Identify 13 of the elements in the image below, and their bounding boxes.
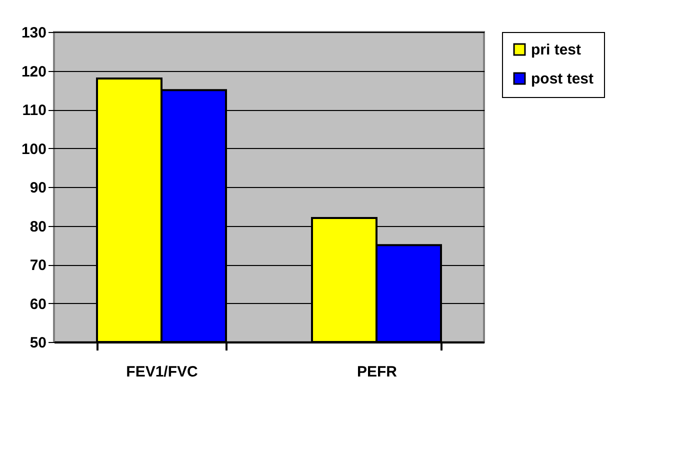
x-tick-label: FEV1/FVC [126,364,198,380]
y-tick-label: 50 [30,334,46,352]
y-tick-label: 80 [30,218,46,236]
y-tick-label: 60 [30,296,46,313]
y-tick-label: 120 [21,63,46,80]
y-tick-label: 110 [22,102,46,119]
y-tick-label: 130 [21,24,46,42]
y-tick-label: 100 [21,140,46,158]
legend-label: pri test [531,42,582,58]
legend-label: post test [531,70,594,88]
x-tick-label: PEFR [356,364,398,380]
y-tick-label: 90 [30,180,46,196]
y-tick-label: 70 [30,257,46,274]
